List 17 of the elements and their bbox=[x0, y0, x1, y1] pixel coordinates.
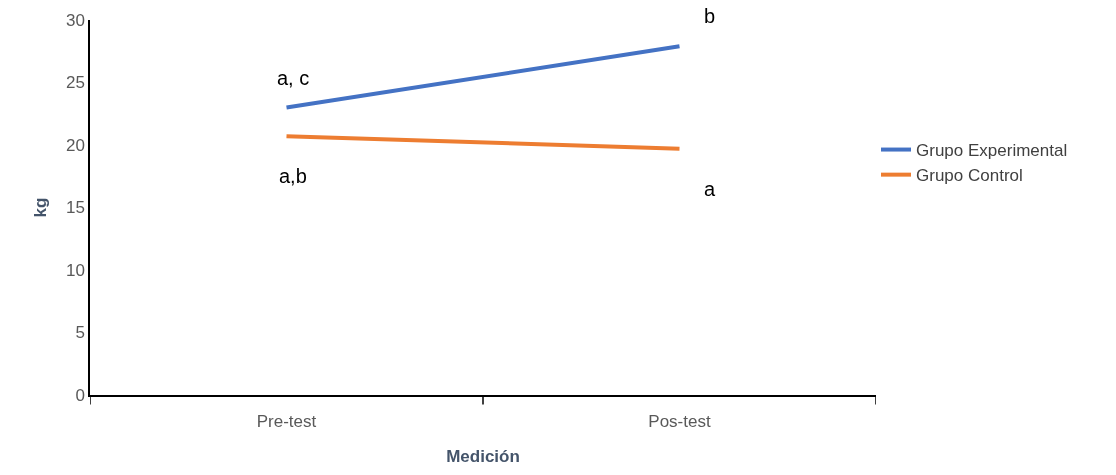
annotation: a, c bbox=[277, 67, 310, 89]
annotation: a,b bbox=[279, 165, 307, 187]
annotation: b bbox=[704, 5, 716, 27]
y-tick-label: 10 bbox=[65, 260, 85, 280]
x-axis-title: Medición bbox=[446, 447, 520, 467]
x-tick-label: Pre-test bbox=[256, 412, 317, 432]
legend-label: Grupo Experimental bbox=[916, 141, 1068, 161]
y-tick-label: 5 bbox=[75, 323, 85, 343]
legend-label: Grupo Control bbox=[916, 166, 1023, 186]
y-tick-label: 0 bbox=[75, 385, 85, 405]
y-tick-label: 30 bbox=[65, 10, 85, 30]
y-axis-title: kg bbox=[30, 197, 50, 218]
y-tick-label: 20 bbox=[65, 135, 85, 155]
y-tick-label: 25 bbox=[65, 73, 85, 93]
annotation: a bbox=[704, 178, 716, 200]
x-tick-label: Pos-test bbox=[648, 412, 711, 432]
y-tick-label: 15 bbox=[65, 198, 85, 218]
